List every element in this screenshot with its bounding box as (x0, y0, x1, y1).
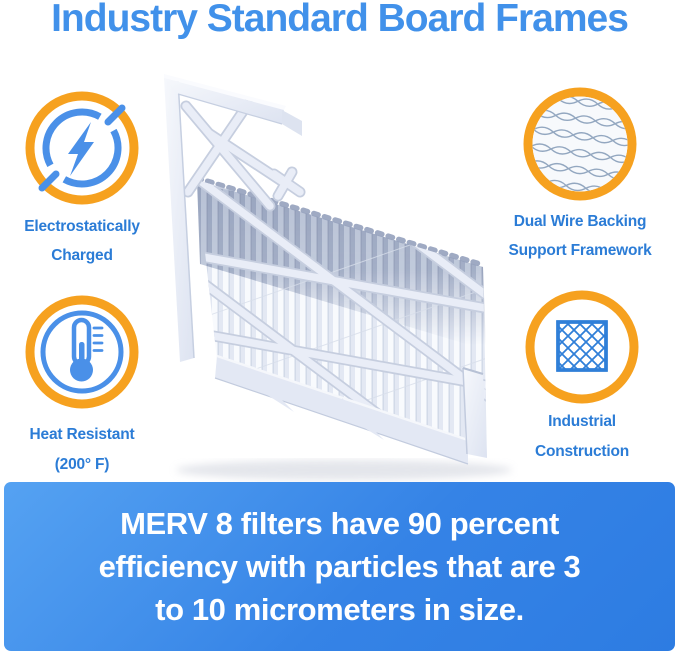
banner-text-line: MERV 8 filters have 90 percent (120, 506, 559, 541)
page-title: Industry Standard Board Frames (51, 0, 629, 40)
frame-right-post (463, 368, 487, 458)
lightning-bolt-icon (24, 90, 140, 206)
filter-pleat-tops (197, 180, 486, 350)
frame-corner-straps (180, 98, 306, 212)
feature-label: Dual Wire Backing Support Framework (508, 213, 652, 259)
feature-electrostatically-charged: Electrostatically Charged (0, 90, 177, 270)
frame-left-bar (164, 78, 194, 362)
air-filter-product-image (146, 50, 518, 482)
thermometer-icon (24, 294, 140, 410)
banner-text-line: efficiency with particles that are 3 (98, 549, 581, 584)
feature-industrial-construction: Industrial Construction (487, 289, 677, 467)
feature-dual-wire-backing: Dual Wire Backing Support Framework (485, 86, 675, 265)
feature-label: Electrostatically Charged (24, 218, 140, 264)
merv-info-banner: MERV 8 filters have 90 percent efficienc… (4, 482, 675, 651)
feature-label: Industrial Construction (534, 413, 630, 460)
product-shadow (176, 460, 512, 480)
feature-label: Heat Resistant (200° F) (29, 426, 135, 473)
frame-arm-lip (282, 110, 302, 136)
frame-top-arm (164, 74, 286, 110)
frame-bottom-rail (215, 356, 468, 464)
diamond-lattice-icon (524, 289, 640, 405)
wire-mesh-icon (522, 86, 638, 202)
feature-heat-resistant: Heat Resistant (200° F) (0, 294, 177, 480)
banner-text-line: to 10 micrometers in size. (155, 592, 524, 627)
